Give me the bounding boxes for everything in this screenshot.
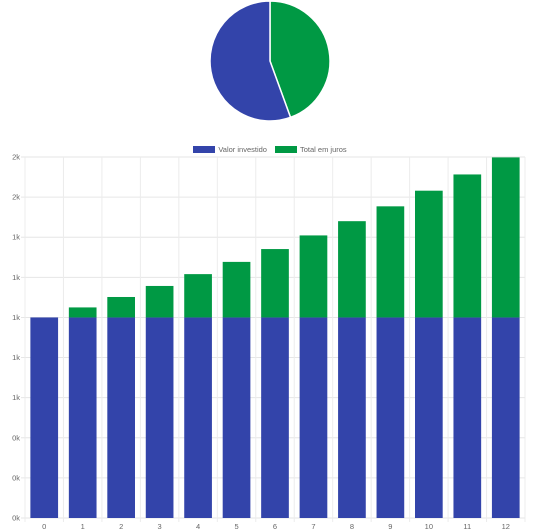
bar-total-em-juros[interactable] xyxy=(299,235,328,318)
bar-valor-investido[interactable] xyxy=(145,317,174,518)
bar-valor-investido[interactable] xyxy=(30,317,59,518)
y-tick-label: 1k xyxy=(12,233,20,242)
x-tick-label: 10 xyxy=(425,522,433,531)
bar-valor-investido[interactable] xyxy=(68,317,97,518)
bar-total-em-juros[interactable] xyxy=(376,206,405,318)
bar-total-em-juros[interactable] xyxy=(107,296,135,318)
y-tick-label: 1k xyxy=(12,353,20,362)
bar-total-em-juros[interactable] xyxy=(68,307,97,318)
bar-valor-investido[interactable] xyxy=(453,317,482,518)
legend-swatch-total-em-juros xyxy=(274,145,297,153)
bar-valor-investido[interactable] xyxy=(261,317,289,518)
legend: Valor investido Total em juros xyxy=(0,142,540,156)
y-tick-label: 1k xyxy=(12,393,20,402)
legend-swatch-valor-investido xyxy=(193,145,216,153)
x-tick-label: 7 xyxy=(311,522,315,531)
bar-total-em-juros[interactable] xyxy=(491,157,520,318)
y-tick-label: 0k xyxy=(12,433,20,442)
x-tick-label: 11 xyxy=(463,522,471,531)
x-tick-label: 2 xyxy=(119,522,123,531)
bar-valor-investido[interactable] xyxy=(299,317,328,518)
pie-slice-valor-investido[interactable] xyxy=(209,0,292,122)
pie-chart xyxy=(209,0,331,122)
bar-valor-investido[interactable] xyxy=(107,317,135,518)
x-tick-label: 8 xyxy=(350,522,354,531)
x-tick-label: 12 xyxy=(502,522,510,531)
bar-valor-investido[interactable] xyxy=(491,317,520,518)
bar-valor-investido[interactable] xyxy=(184,317,212,518)
x-tick-label: 4 xyxy=(196,522,200,531)
bar-total-em-juros[interactable] xyxy=(222,261,251,318)
x-tick-label: 1 xyxy=(81,522,85,531)
bar-total-em-juros[interactable] xyxy=(453,174,482,318)
bar-total-em-juros[interactable] xyxy=(145,285,174,318)
x-tick-label: 3 xyxy=(158,522,162,531)
y-tick-label: 0k xyxy=(12,473,20,482)
legend-label-total-em-juros: Total em juros xyxy=(299,144,347,154)
bar-valor-investido[interactable] xyxy=(376,317,405,518)
bar-total-em-juros[interactable] xyxy=(338,221,366,318)
y-tick-label: 1k xyxy=(12,313,20,322)
x-tick-label: 5 xyxy=(234,522,238,531)
legend-label-valor-investido: Valor investido xyxy=(218,144,267,154)
bar-total-em-juros[interactable] xyxy=(261,249,289,318)
x-tick-label: 9 xyxy=(388,522,392,531)
y-tick-label: 0k xyxy=(12,514,20,523)
x-tick-label: 6 xyxy=(273,522,277,531)
pie-slice-total-em-juros[interactable] xyxy=(269,0,331,119)
bar-valor-investido[interactable] xyxy=(222,317,251,518)
y-tick-label: 2k xyxy=(12,193,20,202)
bar-valor-investido[interactable] xyxy=(338,317,366,518)
x-tick-label: 0 xyxy=(42,522,46,531)
bar-total-em-juros[interactable] xyxy=(415,190,443,318)
bar-valor-investido[interactable] xyxy=(415,317,443,518)
legend-item-total-em-juros[interactable]: Total em juros xyxy=(274,142,347,156)
legend-item-valor-investido[interactable]: Valor investido xyxy=(193,142,267,156)
y-tick-label: 1k xyxy=(12,273,20,282)
bar-total-em-juros[interactable] xyxy=(184,274,212,318)
